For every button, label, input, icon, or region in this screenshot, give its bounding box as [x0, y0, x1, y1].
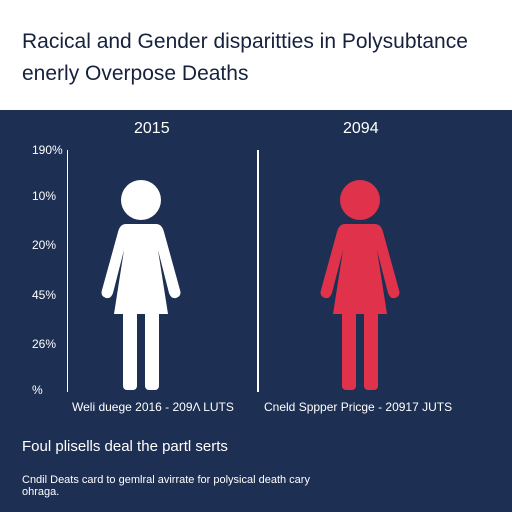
- title-banner: Racical and Gender disparitties in Polys…: [0, 0, 512, 110]
- y-tick-label: %: [32, 383, 43, 397]
- y-tick-label: 26%: [32, 337, 57, 351]
- female-figure-icon: [101, 180, 181, 390]
- y-tick-label: 190%: [32, 143, 63, 157]
- chart-title: Racical and Gender disparitties in Polys…: [22, 30, 468, 85]
- column-divider: [257, 150, 259, 392]
- footer-note: Cndil Deats card to gemlral avirrate for…: [22, 474, 310, 498]
- figure-caption-right: Cneld Sppper Pricge - 20917 JUTS: [264, 400, 453, 414]
- column-label-right: 2094: [343, 120, 379, 137]
- figure-right-shape: [320, 180, 400, 390]
- footer-heading: Foul plisells deal the partl serts: [22, 438, 228, 455]
- y-tick-label: 10%: [32, 189, 57, 203]
- figure-left-shape: [101, 180, 181, 390]
- column-label-left: 2015: [134, 120, 170, 137]
- female-figure-icon: [320, 180, 400, 390]
- y-axis-line: [67, 150, 68, 392]
- y-tick-label: 20%: [32, 238, 57, 252]
- figure-caption-left: Weli duege 2016 - 209Λ LUTS: [72, 400, 234, 414]
- y-tick-label: 45%: [32, 288, 57, 302]
